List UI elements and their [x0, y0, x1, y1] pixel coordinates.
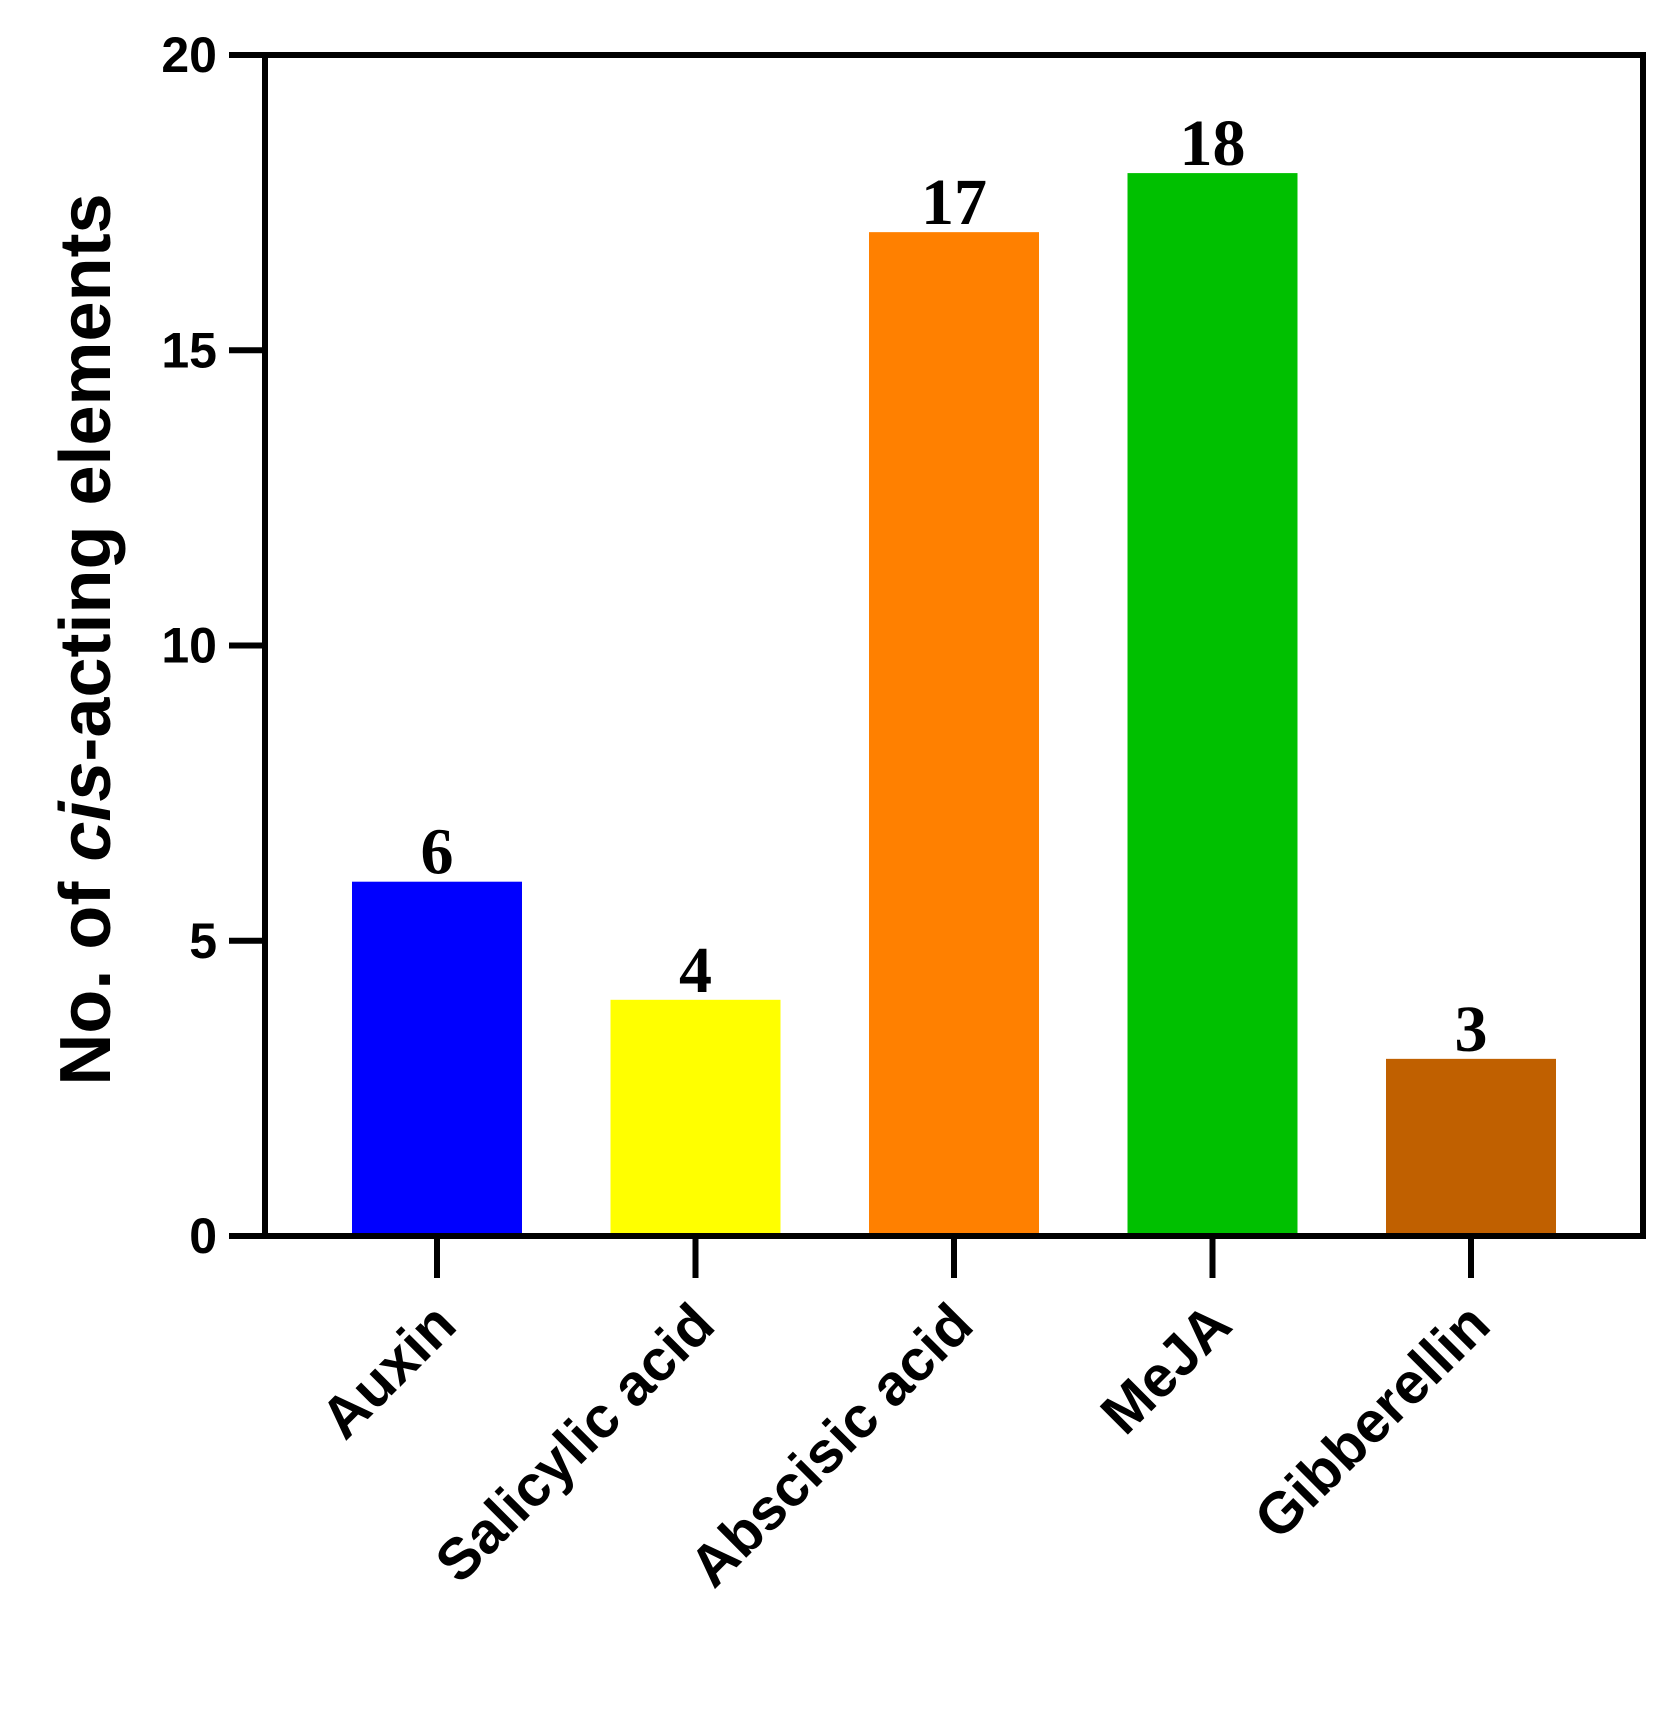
y-axis-ticks: 0 5 10 15 20	[161, 27, 265, 1264]
bar-4	[1386, 1058, 1556, 1236]
bar-2	[869, 232, 1039, 1236]
y-axis-title-part-3: -acting elements	[46, 193, 126, 761]
data-label-1: 4	[679, 934, 712, 1007]
x-tick-label-3: MeJA	[1088, 1291, 1243, 1446]
bar-0	[352, 881, 522, 1236]
data-label-3: 18	[1180, 107, 1246, 180]
y-tick-label-0: 0	[189, 1208, 217, 1264]
y-axis-title-part-1: No. of	[46, 862, 126, 1086]
data-label-4: 3	[1455, 993, 1488, 1066]
y-tick-label-1: 5	[189, 913, 217, 969]
data-label-2: 17	[921, 166, 987, 239]
y-axis-title: No. of cis-acting elements	[46, 193, 126, 1085]
y-tick-label-4: 20	[161, 27, 217, 83]
data-label-0: 6	[421, 816, 454, 889]
y-tick-label-2: 10	[161, 618, 217, 674]
x-tick-label-0: Auxin	[308, 1291, 468, 1451]
bar-1	[610, 999, 781, 1236]
y-tick-label-3: 15	[161, 322, 217, 378]
y-axis-title-part-2: cis	[46, 762, 126, 862]
x-tick-label-4: Gibberellin	[1242, 1291, 1502, 1551]
bar-3	[1127, 173, 1298, 1237]
data-labels-group: 6 4 17 18 3	[421, 107, 1488, 1066]
bars-group	[352, 173, 1556, 1237]
